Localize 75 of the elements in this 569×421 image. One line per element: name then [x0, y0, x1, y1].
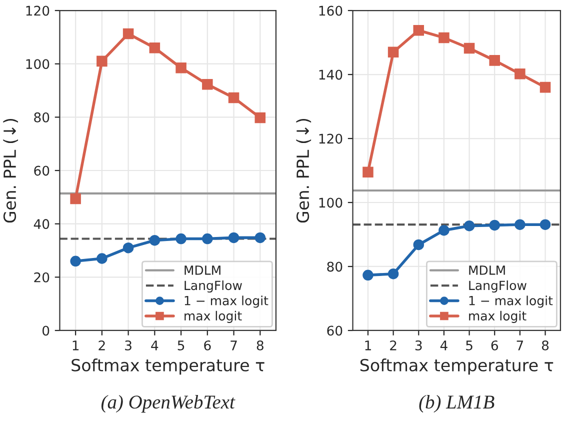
point [254, 112, 266, 124]
point [438, 224, 450, 236]
point [176, 62, 186, 74]
x-tick-label: 1 [72, 340, 79, 350]
point [96, 253, 108, 264]
y-tick-label: 80 [34, 112, 50, 122]
point [96, 56, 108, 67]
point [489, 220, 500, 231]
point [176, 233, 186, 244]
legend-label: LangFlow [184, 280, 242, 293]
point [228, 232, 240, 244]
legend-label: LangFlow [469, 280, 526, 293]
point [149, 42, 160, 54]
y-tick-label: 20 [34, 272, 50, 282]
x-tick-label: 4 [151, 340, 158, 350]
point [362, 166, 374, 178]
x-tick-label: 2 [390, 340, 396, 350]
point [228, 92, 240, 104]
point [514, 68, 526, 80]
y-axis-title: Gen. PPL (↓) [3, 118, 18, 223]
text: (b) LM1B [419, 394, 494, 413]
point [388, 268, 399, 280]
y-tick-label: 80 [327, 262, 342, 272]
legend-label: max logit [184, 310, 242, 323]
x-tick-label: 5 [178, 340, 184, 350]
x-tick-label: 7 [516, 340, 524, 350]
point [540, 219, 551, 230]
x-axis-title: Softmax temperature τ [72, 358, 264, 375]
point [438, 32, 450, 44]
y-tick-label: 160 [319, 6, 342, 16]
legend-label: max logit [469, 310, 526, 323]
y-tick-label: 100 [319, 198, 342, 208]
point [464, 220, 475, 232]
x-tick-label: 4 [440, 340, 448, 350]
point [149, 234, 160, 246]
y-tick-label: 100 [26, 59, 50, 70]
legend-label: MDLM [184, 266, 220, 275]
point [388, 46, 399, 58]
x-tick-label: 1 [365, 340, 371, 350]
point [514, 219, 526, 230]
y-tick-label: 40 [34, 219, 50, 230]
text: (a) OpenWebText [101, 394, 236, 413]
y-tick-label: 60 [327, 326, 342, 336]
legend-label: MDLM [469, 266, 505, 275]
x-tick-label: 5 [466, 340, 472, 350]
x-tick-label: 6 [491, 340, 498, 350]
x-tick-label: 8 [256, 340, 264, 350]
x-axis-title: Softmax temperature τ [360, 358, 554, 375]
x-tick-label: 3 [415, 340, 422, 350]
point [122, 28, 134, 40]
point [464, 42, 475, 54]
point [489, 55, 500, 66]
point [202, 79, 213, 90]
point [413, 239, 424, 250]
point [70, 193, 81, 204]
point [70, 256, 81, 267]
point [122, 242, 134, 254]
x-tick-label: 6 [204, 340, 211, 350]
point [362, 270, 374, 281]
y-tick-label: 120 [26, 6, 50, 16]
y-tick-label: 60 [34, 166, 50, 176]
y-tick-label: 0 [42, 326, 50, 336]
point [540, 82, 551, 93]
point [202, 233, 213, 244]
legend-label: 1 − max logit [469, 296, 553, 308]
legend-label: 1 − max logit [184, 296, 268, 308]
x-tick-label: 2 [98, 340, 105, 350]
y-axis-title: Gen. PPL (↓) [296, 118, 312, 223]
point [413, 24, 424, 36]
x-tick-label: 7 [230, 340, 237, 350]
point [254, 232, 266, 244]
x-tick-label: 8 [542, 340, 549, 350]
y-tick-label: 120 [319, 134, 342, 144]
x-tick-label: 3 [125, 340, 132, 350]
y-tick-label: 140 [319, 70, 342, 80]
